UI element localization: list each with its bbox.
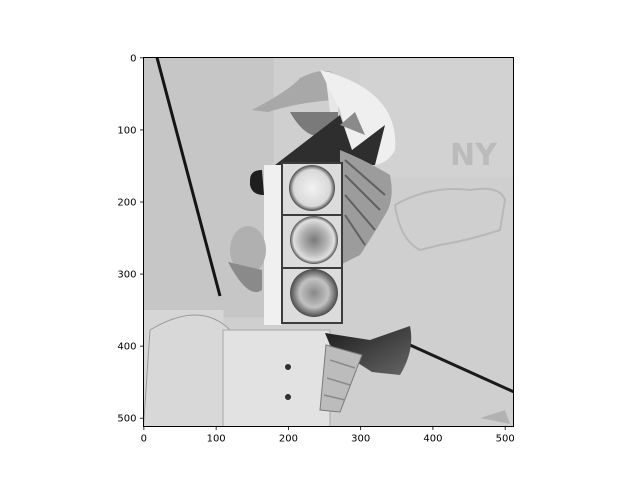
svg-text:NY: NY — [450, 138, 498, 173]
y-axis-ticks: 0 100 200 300 400 500 — [117, 53, 144, 425]
x-tick-label-2: 200 — [279, 434, 298, 445]
x-axis-ticks: 0 100 200 300 400 500 — [141, 426, 515, 445]
x-tick-label-0: 0 — [141, 434, 147, 445]
y-tick-label-1: 100 — [117, 125, 136, 136]
y-tick-label-2: 200 — [117, 198, 136, 209]
y-tick-label-4: 400 — [117, 342, 136, 353]
axes-frame — [143, 57, 514, 427]
y-tick-label-0: 0 — [130, 53, 136, 64]
x-tick-label-3: 300 — [351, 434, 370, 445]
x-tick-label-4: 400 — [423, 434, 442, 445]
heatmap-image: NY — [143, 57, 514, 427]
y-tick-label-5: 500 — [117, 414, 136, 425]
x-tick-label-1: 100 — [207, 434, 226, 445]
x-tick-label-5: 500 — [496, 434, 515, 445]
y-tick-label-3: 300 — [117, 270, 136, 281]
